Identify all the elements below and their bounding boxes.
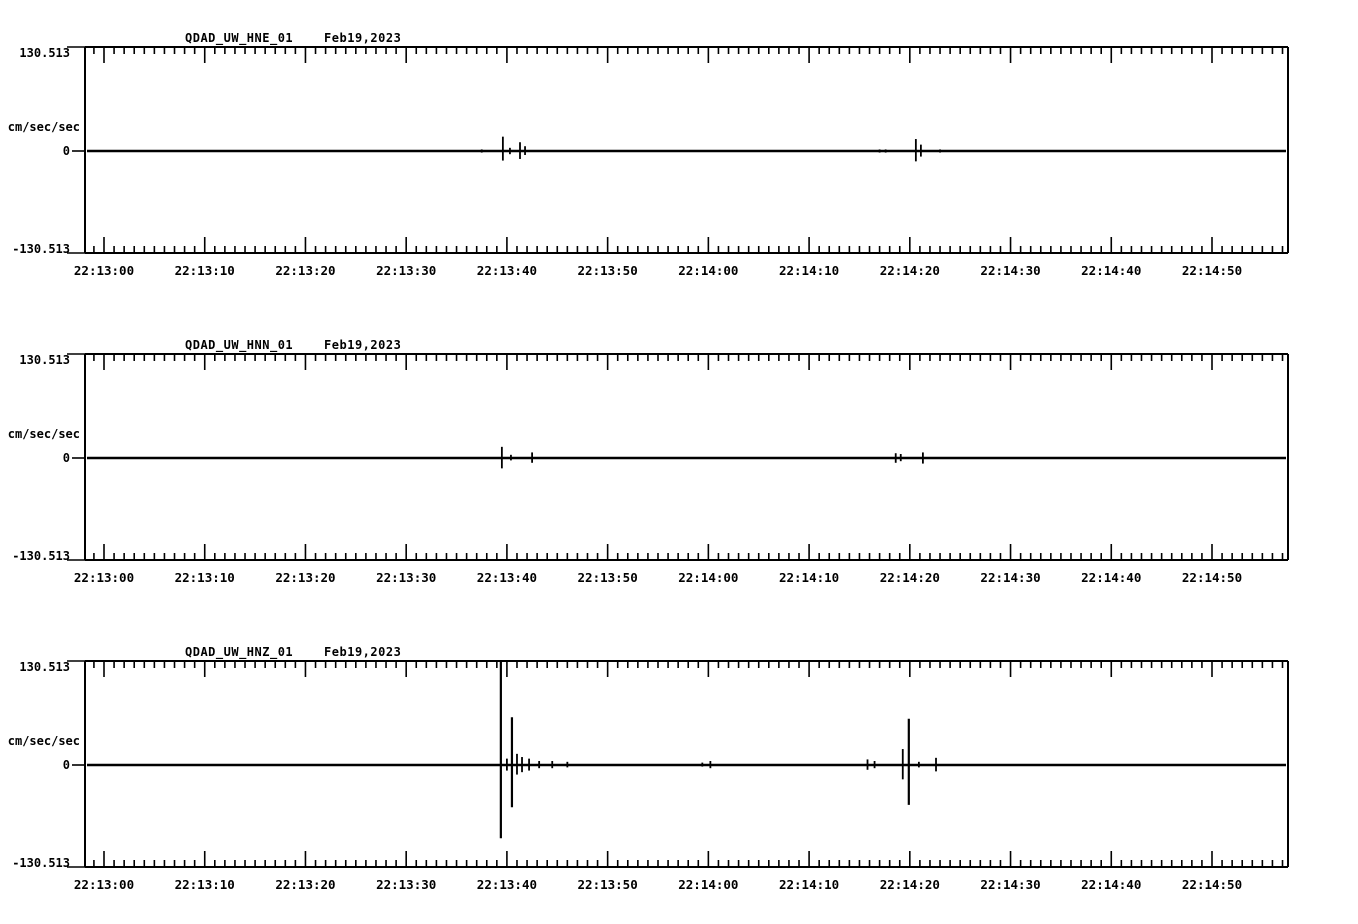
x-tick-label: 22:14:50 bbox=[1182, 263, 1242, 278]
x-tick-label: 22:13:50 bbox=[578, 263, 638, 278]
x-tick-label: 22:14:40 bbox=[1081, 877, 1141, 892]
x-tick-label: 22:14:00 bbox=[678, 263, 738, 278]
panel-hne-title: QDAD_UW_HNE_01 Feb19,2023 bbox=[185, 31, 402, 45]
x-tick-label: 22:14:50 bbox=[1182, 570, 1242, 585]
panel-hnz: QDAD_UW_HNZ_01 Feb19,2023 130.513 cm/sec… bbox=[0, 614, 1358, 914]
x-tick-label: 22:14:30 bbox=[980, 263, 1040, 278]
x-tick-label: 22:13:30 bbox=[376, 877, 436, 892]
x-tick-label: 22:14:40 bbox=[1081, 570, 1141, 585]
x-tick-label: 22:13:30 bbox=[376, 263, 436, 278]
x-tick-label: 22:13:20 bbox=[275, 263, 335, 278]
axis-ticks bbox=[67, 353, 1284, 561]
panel-hnn-ymax-label: 130.513 bbox=[19, 353, 70, 367]
x-tick-label: 22:13:00 bbox=[74, 263, 134, 278]
panel-hnz-plot: 22:13:00 22:13:10 22:13:20 22:13:30 22:13:40… bbox=[67, 660, 1289, 892]
x-tick-label: 22:14:00 bbox=[678, 877, 738, 892]
x-tick-label: 22:13:40 bbox=[477, 263, 537, 278]
x-tick-label: 22:14:40 bbox=[1081, 263, 1141, 278]
panel-hnz-title: QDAD_UW_HNZ_01 Feb19,2023 bbox=[185, 645, 402, 659]
x-tick-label: 22:14:30 bbox=[980, 877, 1040, 892]
x-tick-label: 22:14:10 bbox=[779, 570, 839, 585]
x-tick-label: 22:13:30 bbox=[376, 570, 436, 585]
panel-hne: QDAD_UW_HNE_01 Feb19,2023 130.513 cm/sec… bbox=[0, 0, 1358, 300]
panel-hnz-ymin-label: -130.513 bbox=[12, 856, 70, 870]
panel-hnn-units-label: cm/sec/sec bbox=[7, 427, 80, 441]
x-tick-label: 22:14:20 bbox=[880, 263, 940, 278]
panel-hne-plot: 22:13:00 22:13:10 22:13:20 22:13:30 22:13:40… bbox=[67, 46, 1289, 278]
x-tick-label: 22:14:10 bbox=[779, 263, 839, 278]
x-tick-label: 22:14:00 bbox=[678, 570, 738, 585]
axis-ticks bbox=[67, 46, 1284, 254]
waveform-trace bbox=[87, 662, 1286, 839]
panel-hne-ymax-label: 130.513 bbox=[19, 46, 70, 60]
panel-hne-units-label: cm/sec/sec bbox=[7, 120, 80, 134]
x-tick-label: 22:13:40 bbox=[477, 877, 537, 892]
x-tick-label: 22:14:20 bbox=[880, 570, 940, 585]
x-tick-label: 22:14:50 bbox=[1182, 877, 1242, 892]
panel-hnz-ymax-label: 130.513 bbox=[19, 660, 70, 674]
x-tick-label: 22:14:10 bbox=[779, 877, 839, 892]
panel-hnn-yzero-label: 0 bbox=[62, 451, 70, 465]
panel-hne-yzero-label: 0 bbox=[62, 144, 70, 158]
x-tick-label: 22:13:10 bbox=[175, 570, 235, 585]
x-tick-labels: 22:13:00 22:13:10 22:13:20 22:13:30 22:13:40… bbox=[74, 877, 1242, 892]
panel-hnn-title: QDAD_UW_HNN_01 Feb19,2023 bbox=[185, 338, 402, 352]
x-tick-label: 22:13:10 bbox=[175, 263, 235, 278]
panel-hnn-plot: 22:13:00 22:13:10 22:13:20 22:13:30 22:13:40… bbox=[67, 353, 1289, 585]
panel-hnz-yzero-label: 0 bbox=[62, 758, 70, 772]
x-tick-label: 22:14:30 bbox=[980, 570, 1040, 585]
panel-hne-ymin-label: -130.513 bbox=[12, 242, 70, 256]
x-tick-labels: 22:13:00 22:13:10 22:13:20 22:13:30 22:13:40… bbox=[74, 570, 1242, 585]
x-tick-label: 22:13:10 bbox=[175, 877, 235, 892]
x-tick-label: 22:13:00 bbox=[74, 570, 134, 585]
x-tick-label: 22:13:20 bbox=[275, 570, 335, 585]
x-tick-label: 22:13:50 bbox=[578, 877, 638, 892]
panel-hnz-units-label: cm/sec/sec bbox=[7, 734, 80, 748]
panel-hnn: QDAD_UW_HNN_01 Feb19,2023 130.513 cm/sec… bbox=[0, 307, 1358, 607]
panel-hnn-ymin-label: -130.513 bbox=[12, 549, 70, 563]
x-tick-label: 22:13:20 bbox=[275, 877, 335, 892]
waveform-trace bbox=[87, 446, 1286, 469]
x-tick-labels: 22:13:00 22:13:10 22:13:20 22:13:30 22:13:40… bbox=[74, 263, 1242, 278]
axis-ticks bbox=[67, 660, 1284, 868]
waveform-trace bbox=[87, 136, 1286, 162]
x-tick-label: 22:13:50 bbox=[578, 570, 638, 585]
x-tick-label: 22:13:40 bbox=[477, 570, 537, 585]
x-tick-label: 22:14:20 bbox=[880, 877, 940, 892]
x-tick-label: 22:13:00 bbox=[74, 877, 134, 892]
